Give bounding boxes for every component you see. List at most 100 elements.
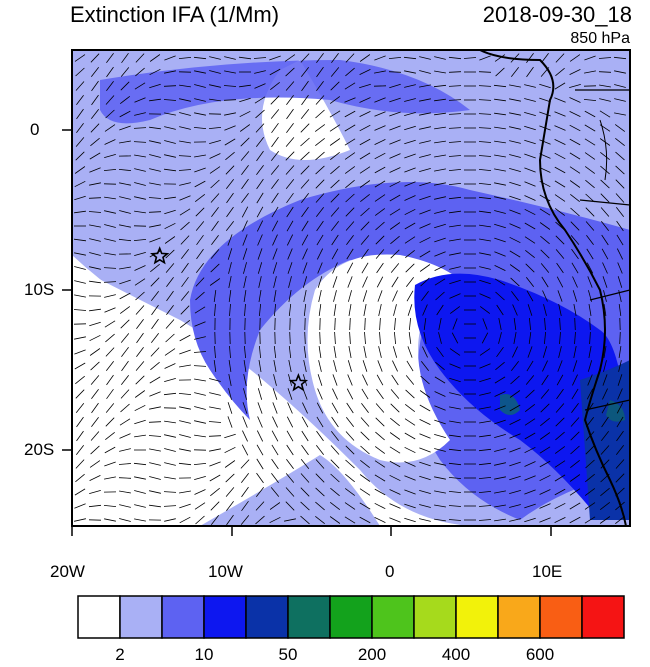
wind-barb [571,248,579,260]
wind-barb [106,374,114,386]
wind-barb [434,237,446,243]
wind-barb [179,84,191,88]
wind-barb [419,223,431,229]
wind-barb [179,98,191,102]
wind-barb [509,209,521,215]
africa-coastline [479,50,627,526]
wind-barb [330,207,340,217]
lon-label-20w: 20W [50,562,85,581]
wind-barb [360,431,370,441]
wind-barb [569,84,581,88]
wind-barb [257,388,263,400]
wind-barb [393,304,397,316]
wind-barb [164,348,176,356]
wind-barb [133,239,147,241]
wind-barb [422,346,428,358]
wind-barb [558,304,562,316]
wind-barb [180,221,190,231]
wind-barb [134,278,146,286]
wind-barb [379,317,381,331]
wind-barb [479,406,491,410]
wind-barb [257,234,263,246]
wind-barb [134,476,146,480]
wind-barb [452,318,458,330]
wind-barb [300,137,310,147]
wind-barb [524,208,536,216]
wind-barb [434,223,446,229]
wind-barb [165,263,175,273]
wind-barb [119,292,131,300]
wind-barb [105,95,115,105]
wind-barb [106,52,114,64]
wind-barb [524,222,536,230]
wind-barb [316,52,324,64]
wind-barb [213,360,217,372]
wind-barb [286,220,294,232]
wind-barb [119,95,131,105]
wind-barb [74,362,86,370]
wind-barb [494,98,506,102]
wind-barb [103,169,117,171]
wind-barb [74,195,86,201]
wind-barb [525,375,535,385]
wind-barb [359,97,371,103]
wind-barb [570,445,580,455]
wind-barb [408,332,412,344]
wind-barb [270,487,280,497]
wind-barb [539,111,551,117]
wind-barb [555,53,565,63]
wind-barb [389,517,401,523]
wind-barb [88,504,102,508]
wind-barb [448,113,462,115]
wind-barb [106,66,114,78]
wind-barb [614,84,626,88]
wind-barb [288,360,292,372]
wind-barb [360,459,370,469]
wind-barb [346,402,354,414]
map-frame [71,49,631,527]
wind-barb [119,224,131,228]
wind-barb [165,333,175,343]
wind-barb [73,238,87,242]
wind-barb [434,168,446,172]
wind-barb [448,477,462,479]
wind-barb [435,361,445,371]
wind-barb [301,206,309,218]
wind-barb [179,319,191,329]
wind-barb [586,234,594,246]
wind-barb [615,473,625,483]
wind-barb [193,365,207,367]
wind-barb [359,54,371,62]
wind-barb [166,304,174,316]
wind-barb [374,474,386,482]
wind-barb [194,420,206,424]
wind-barb [541,276,549,288]
wind-barb [374,194,386,202]
wind-barb [404,125,416,131]
wind-barb [524,432,536,440]
wind-barb [345,67,355,77]
wind-barb [228,262,232,274]
wind-barb [526,52,534,64]
wind-barb [570,193,580,203]
wind-barb [274,303,276,317]
wind-barb [345,53,355,63]
wind-barb [121,346,129,358]
wind-barb [585,207,595,217]
wind-barb [330,473,340,483]
wind-barb [509,84,521,88]
wind-barb [478,491,492,493]
wind-barb [419,236,431,244]
wind-barb [329,501,341,511]
wind-barb [361,262,369,274]
wind-barb [164,140,176,144]
wind-barb [556,262,564,274]
wind-barb [254,96,266,104]
wind-barb [494,434,506,438]
wind-barb [449,252,461,256]
wind-barb [209,140,221,144]
wind-barb [603,304,607,316]
wind-barb [119,266,131,270]
wind-barb [586,388,594,400]
wind-barb [374,502,386,510]
